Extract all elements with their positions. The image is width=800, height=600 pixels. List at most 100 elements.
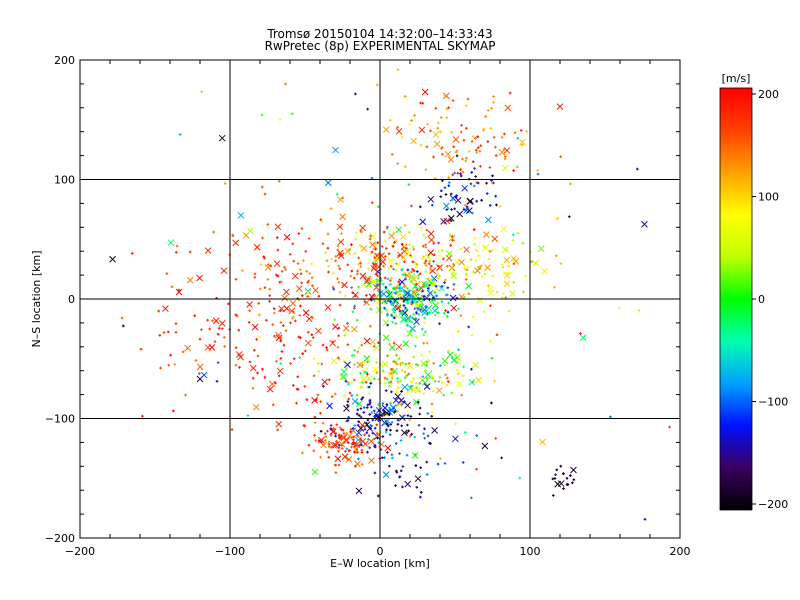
- data-point: [410, 204, 413, 208]
- data-point: [495, 203, 498, 207]
- data-point: [354, 92, 357, 96]
- data-point: [328, 378, 331, 382]
- data-point-cross: [414, 475, 422, 483]
- data-point-cross: [456, 210, 464, 218]
- data-point-cross: [341, 281, 348, 289]
- data-point: [368, 284, 371, 288]
- data-point: [432, 155, 435, 159]
- data-point: [358, 243, 362, 247]
- data-point: [416, 401, 420, 404]
- data-point: [462, 365, 465, 369]
- data-point: [241, 269, 244, 272]
- data-point: [256, 371, 259, 375]
- data-point: [386, 323, 389, 327]
- data-point: [425, 377, 429, 380]
- data-point: [410, 270, 413, 274]
- data-point: [412, 312, 415, 316]
- data-point: [365, 294, 368, 297]
- data-point: [167, 363, 171, 367]
- data-point-cross: [458, 258, 465, 266]
- data-point: [380, 456, 384, 460]
- data-point: [373, 377, 376, 381]
- data-point-cross: [359, 376, 367, 384]
- data-point: [280, 270, 284, 273]
- data-point-cross: [503, 256, 511, 264]
- data-point: [268, 300, 271, 303]
- data-point: [353, 349, 356, 352]
- data-point: [463, 295, 466, 299]
- data-point: [495, 333, 499, 337]
- data-point: [488, 257, 491, 261]
- data-point: [272, 307, 276, 311]
- data-point: [368, 324, 372, 328]
- data-point-cross: [450, 356, 458, 364]
- data-point: [445, 383, 449, 387]
- data-point-cross: [396, 251, 404, 259]
- data-point-cross: [351, 398, 359, 405]
- data-point: [279, 321, 283, 324]
- data-point-cross: [253, 243, 261, 251]
- data-point: [327, 442, 331, 446]
- data-point-cross: [249, 364, 257, 372]
- data-point-cross: [109, 255, 116, 263]
- data-point: [369, 296, 373, 299]
- data-point: [349, 381, 353, 385]
- data-point: [475, 467, 478, 471]
- data-point: [440, 189, 443, 193]
- data-point: [419, 205, 422, 209]
- data-point: [366, 403, 370, 407]
- data-point: [391, 320, 395, 324]
- data-point: [397, 280, 401, 284]
- data-point: [365, 367, 369, 371]
- data-point: [357, 346, 361, 350]
- data-point: [141, 414, 144, 418]
- data-point: [320, 220, 324, 223]
- data-point: [398, 309, 402, 313]
- data-point: [447, 106, 450, 109]
- data-point-cross: [395, 226, 403, 234]
- data-point: [361, 381, 365, 384]
- data-point: [439, 266, 442, 270]
- data-point: [463, 264, 466, 267]
- data-point: [474, 236, 477, 240]
- data-point: [459, 172, 462, 176]
- data-point: [467, 325, 471, 329]
- data-point: [436, 462, 440, 466]
- data-point: [350, 243, 353, 246]
- data-point-cross: [289, 300, 297, 307]
- data-point-cross: [428, 236, 435, 244]
- data-point: [390, 456, 394, 460]
- data-point-cross: [369, 241, 377, 249]
- data-point-cross: [387, 291, 395, 299]
- data-point: [401, 368, 404, 372]
- data-point-cross: [484, 216, 492, 224]
- data-point: [414, 286, 418, 289]
- data-point: [277, 374, 281, 378]
- data-point: [334, 259, 337, 263]
- data-point: [284, 82, 287, 86]
- data-point: [399, 362, 402, 365]
- data-point: [396, 68, 400, 71]
- data-point: [494, 194, 497, 198]
- data-point: [403, 284, 407, 287]
- data-point-cross: [432, 301, 439, 309]
- data-point-cross: [312, 286, 319, 294]
- data-point: [419, 101, 422, 105]
- data-point: [461, 374, 465, 378]
- data-point: [462, 208, 466, 211]
- data-point: [410, 119, 413, 122]
- data-point: [390, 420, 394, 424]
- data-point: [343, 294, 347, 298]
- data-point: [428, 284, 431, 287]
- data-point: [390, 313, 393, 317]
- data-point: [410, 381, 414, 384]
- data-point: [367, 358, 370, 362]
- data-point: [371, 418, 375, 422]
- data-point-cross: [405, 296, 413, 304]
- data-point: [353, 252, 357, 255]
- data-point: [419, 490, 423, 494]
- data-point-cross: [324, 304, 332, 311]
- data-point: [198, 337, 202, 341]
- data-point: [404, 277, 408, 281]
- data-point: [500, 136, 504, 139]
